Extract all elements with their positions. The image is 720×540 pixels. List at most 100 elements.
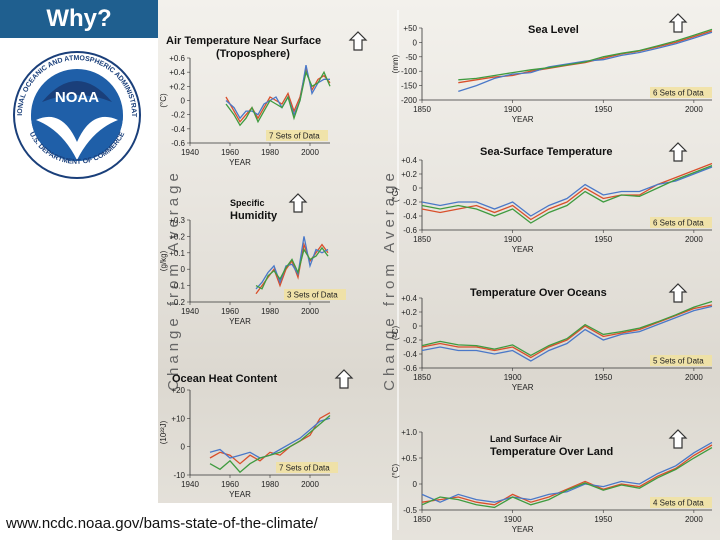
sea-level-xtick-label: 1950 — [594, 105, 612, 114]
ocean-heat-xtick-label: 1960 — [221, 480, 239, 489]
land-temp-ylabel: (°C) — [391, 464, 400, 479]
humidity-xlabel: YEAR — [229, 317, 251, 326]
air-temp-ytick-label: 0 — [181, 97, 186, 106]
land-temp-ytick-label: +1.0 — [401, 428, 417, 437]
land-temp-ytick-label: 0 — [413, 480, 418, 489]
ocean-heat-xtick-label: 2000 — [301, 480, 319, 489]
humidity-ytick-label: 0 — [181, 265, 186, 274]
humidity-up-arrow-icon — [288, 193, 308, 213]
sst-xtick-label: 1850 — [413, 235, 431, 244]
noaa-logo-icon: NOAA NATIONAL OCEANIC AND ATMOSPHERIC AD… — [12, 50, 141, 179]
sst-series-1 — [421, 166, 713, 217]
ocean-temp-sets-label: 5 Sets of Data — [653, 357, 704, 366]
ocean-heat-ytick-label: +20 — [171, 386, 185, 395]
air-temp-ytick-label: -0.6 — [171, 139, 185, 148]
source-url[interactable]: www.ncdc.noaa.gov/bams-state-of-the-clim… — [6, 515, 318, 532]
humidity-ytick-label: +0.1 — [169, 249, 185, 258]
sst-ytick-label: +0.2 — [401, 170, 417, 179]
sea-level-ylabel: (mm) — [391, 54, 400, 73]
humidity-title-0: Specific — [230, 198, 265, 208]
land-temp-xtick-label: 1900 — [504, 515, 522, 524]
air-temp-sets-box — [266, 130, 328, 141]
humidity-xtick-label: 1960 — [221, 307, 239, 316]
humidity-sets-box — [284, 289, 346, 300]
humidity-ytick-label: +0.2 — [169, 232, 185, 241]
sst-ytick-label: -0.2 — [403, 198, 417, 207]
humidity-sets-label: 3 Sets of Data — [287, 291, 338, 300]
air-temp-series-2 — [225, 70, 331, 127]
humidity-ytick-label: -0.1 — [171, 282, 185, 291]
sea-level-xtick-label: 1900 — [504, 105, 522, 114]
humidity-title-1: Humidity — [230, 210, 278, 222]
sst-sets-label: 6 Sets of Data — [653, 219, 704, 228]
logo-center-text: NOAA — [55, 89, 99, 106]
air-temp-up-arrow-icon — [348, 31, 368, 51]
ocean-temp-ytick-label: -0.2 — [403, 336, 417, 345]
ocean-temp-title-0: Temperature Over Oceans — [470, 287, 607, 299]
air-temp-xtick-label: 1940 — [181, 148, 199, 157]
air-temp-title-0: Air Temperature Near Surface — [166, 35, 321, 47]
ocean-temp-xlabel: YEAR — [512, 383, 534, 392]
sst-sets-box — [650, 217, 712, 228]
ocean-temp-ytick-label: 0 — [413, 322, 418, 331]
sea-level-up-arrow-icon — [668, 13, 688, 33]
ocean-temp-chart: Temperature Over Oceans +0.4 +0.2 0 -0.2 -0.4… — [391, 283, 713, 392]
humidity-series-1 — [255, 236, 329, 290]
sst-ytick-label: +0.4 — [401, 156, 417, 165]
charts-panel: Change from Average Change from Average … — [158, 0, 720, 540]
land-temp-ytick-label: +0.5 — [401, 454, 417, 463]
sst-series-2 — [421, 164, 713, 224]
air-temp-xtick-label: 1980 — [261, 148, 279, 157]
side-label-left: Change from Average — [165, 169, 182, 391]
sst-xlabel: YEAR — [512, 245, 534, 254]
sst-xtick-label: 2000 — [685, 235, 703, 244]
sst-ylabel: (°C) — [391, 188, 400, 203]
ocean-heat-series-0 — [209, 412, 331, 465]
land-temp-chart: Land Surface Air Temperature Over Land +1.… — [391, 428, 713, 534]
ocean-temp-xtick-label: 1850 — [413, 373, 431, 382]
sea-level-ytick-label: -100 — [401, 67, 418, 76]
ocean-heat-sets-label: 7 Sets of Data — [279, 464, 330, 473]
air-temp-ytick-label: +0.4 — [169, 68, 185, 77]
air-temp-ytick-label: +0.2 — [169, 82, 185, 91]
air-temp-series-0 — [225, 68, 331, 123]
sea-level-sets-label: 6 Sets of Data — [653, 89, 704, 98]
ocean-temp-xtick-label: 1950 — [594, 373, 612, 382]
sea-level-sets-box — [650, 87, 712, 98]
air-temp-sets-label: 7 Sets of Data — [269, 132, 320, 141]
sst-xtick-label: 1900 — [504, 235, 522, 244]
sea-level-xtick-label: 1850 — [413, 105, 431, 114]
ocean-temp-ylabel: (°C) — [391, 326, 400, 341]
land-temp-ytick-label: -0.5 — [403, 506, 417, 515]
humidity-xtick-label: 2000 — [301, 307, 319, 316]
ocean-temp-series-2 — [421, 300, 713, 357]
ocean-heat-xtick-label: 1980 — [261, 480, 279, 489]
air-temp-xtick-label: 2000 — [301, 148, 319, 157]
sst-title-0: Sea-Surface Temperature — [480, 146, 612, 158]
sea-level-series-1 — [458, 31, 713, 93]
sea-level-ytick-label: 0 — [413, 38, 418, 47]
sst-ytick-label: -0.6 — [403, 226, 417, 235]
sea-level-xtick-label: 2000 — [685, 105, 703, 114]
ocean-heat-ytick-label: +10 — [171, 414, 185, 423]
humidity-ytick-label: -0.2 — [171, 298, 185, 307]
sea-level-series-2 — [458, 28, 713, 81]
ocean-heat-xtick-label: 1940 — [181, 480, 199, 489]
humidity-chart: Specific Humidity +0.3 +0.2 +0.1 0 -0.1 -0.2194… — [159, 193, 346, 326]
ocean-temp-ytick-label: +0.2 — [401, 308, 417, 317]
ocean-temp-xtick-label: 2000 — [685, 373, 703, 382]
air-temp-title-1: (Troposphere) — [216, 48, 290, 60]
sst-chart: Sea-Surface Temperature +0.4 +0.2 0 -0.2 -0.4… — [391, 142, 713, 254]
land-temp-series-0 — [421, 444, 713, 506]
air-temp-ytick-label: +0.6 — [169, 54, 185, 63]
air-temp-ytick-label: -0.4 — [171, 125, 185, 134]
sea-level-ytick-label: -50 — [405, 53, 417, 62]
air-temp-xtick-label: 1960 — [221, 148, 239, 157]
sst-series-0 — [421, 162, 713, 221]
humidity-ytick-label: +0.3 — [169, 216, 185, 225]
ocean-heat-xlabel: YEAR — [229, 490, 251, 499]
sst-ytick-label: 0 — [413, 184, 418, 193]
land-temp-title-1: Temperature Over Land — [490, 446, 613, 458]
